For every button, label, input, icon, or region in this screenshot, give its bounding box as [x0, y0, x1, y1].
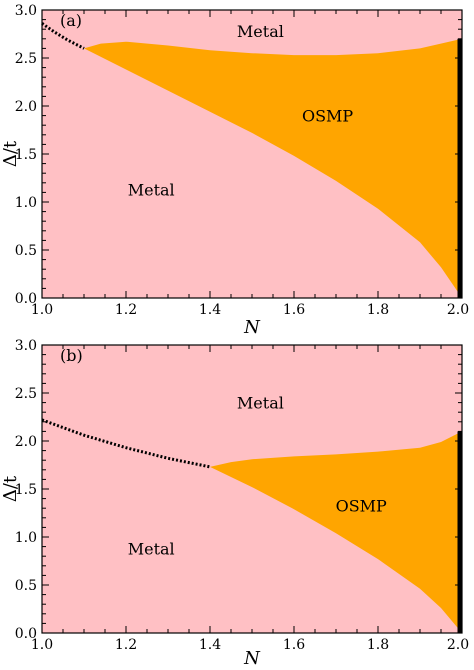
panel-b-x-axis-label: N — [243, 648, 261, 669]
panel-b-ytick-3: 1.5 — [15, 482, 37, 498]
panel-a-osmp-region — [84, 38, 462, 299]
panel-a-x-axis-label: N — [243, 317, 261, 338]
panel-b: (b) Metal OSMP Metal 0.0 0.5 1.0 1.5 2.0… — [0, 338, 469, 669]
panel-a-ytick-5: 2.5 — [15, 51, 37, 67]
panel-a-xtick-5: 2.0 — [447, 302, 469, 318]
panel-b-dotted-boundary — [41, 418, 211, 469]
panel-b-ytick-1: 0.5 — [15, 578, 37, 594]
panel-b-x-tick-labels: 1.0 1.2 1.4 1.6 1.8 2.0 — [31, 637, 469, 653]
panel-b-tick-marks — [41, 344, 463, 634]
panel-a-ytick-2: 1.0 — [15, 195, 37, 211]
panel-a-y-axis-label: Δ/t — [0, 140, 21, 167]
panel-b-xtick-0: 1.0 — [31, 637, 53, 653]
panel-b-metal-label-upper: Metal — [237, 394, 284, 413]
panel-a-osmp-label: OSMP — [302, 107, 353, 126]
panel-a-xtick-0: 1.0 — [31, 302, 53, 318]
panel-b-y-axis-label: Δ/t — [0, 475, 21, 502]
panel-a-y-tick-labels: 0.0 0.5 1.0 1.5 2.0 2.5 3.0 — [15, 3, 37, 307]
panel-b-metal-label-lower: Metal — [128, 540, 175, 559]
panel-b-ytick-5: 2.5 — [15, 386, 37, 402]
panel-b-y-tick-labels: 0.0 0.5 1.0 1.5 2.0 2.5 3.0 — [15, 338, 37, 642]
panel-b-ytick-2: 1.0 — [15, 530, 37, 546]
panel-a-label: (a) — [60, 11, 82, 30]
panel-b-ytick-6: 3.0 — [15, 338, 37, 354]
panel-a-xtick-2: 1.4 — [199, 302, 221, 318]
panel-b-osmp-label: OSMP — [336, 496, 387, 515]
panel-a-x-tick-labels: 1.0 1.2 1.4 1.6 1.8 2.0 — [31, 302, 469, 318]
panel-b-osmp-region — [210, 431, 462, 633]
panel-a-frame — [41, 9, 463, 299]
panel-a-xtick-3: 1.6 — [283, 302, 305, 318]
panel-b-ytick-4: 2.0 — [15, 434, 37, 450]
panel-b-xtick-1: 1.2 — [115, 637, 137, 653]
panel-b-xtick-5: 2.0 — [447, 637, 469, 653]
panel-a-xtick-1: 1.2 — [115, 302, 137, 318]
panel-a-ytick-3: 1.5 — [15, 147, 37, 163]
panel-a-ytick-6: 3.0 — [15, 3, 37, 19]
panel-a: (a) Metal OSMP Metal 0.0 0.5 1.0 1.5 2.0… — [0, 3, 469, 338]
panel-a-ytick-4: 2.0 — [15, 99, 37, 115]
panel-b-ytick-0: 0.0 — [15, 626, 37, 642]
panel-b-frame — [41, 344, 463, 634]
panel-a-ytick-0: 0.0 — [15, 291, 37, 307]
panel-a-metal-label-upper: Metal — [237, 22, 284, 41]
panel-a-ytick-1: 0.5 — [15, 243, 37, 259]
panel-b-xtick-3: 1.6 — [283, 637, 305, 653]
panel-a-xtick-4: 1.8 — [367, 302, 389, 318]
panel-a-metal-label-lower: Metal — [128, 181, 175, 200]
panel-b-xtick-4: 1.8 — [367, 637, 389, 653]
panel-b-label: (b) — [60, 346, 83, 365]
panel-b-xtick-2: 1.4 — [199, 637, 221, 653]
